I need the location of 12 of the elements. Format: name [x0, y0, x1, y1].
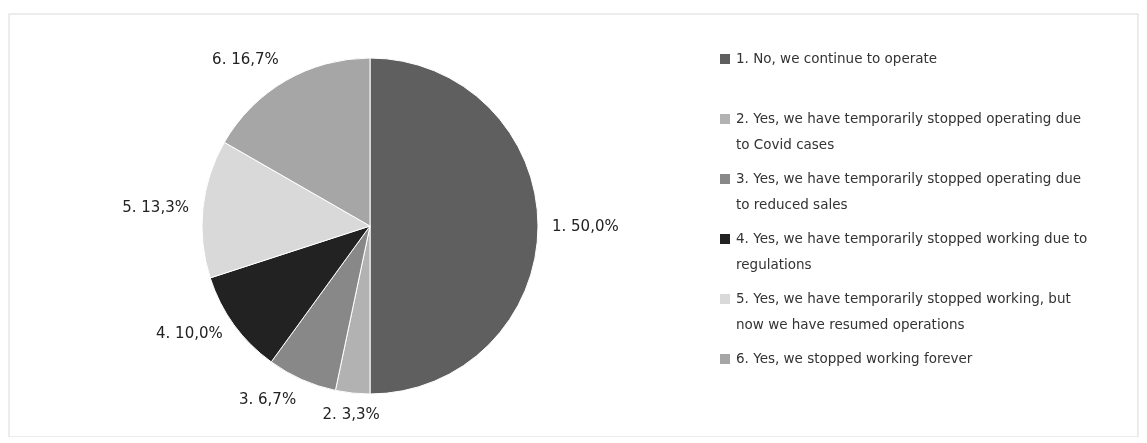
data-label: 3. 6,7%: [238, 390, 297, 409]
data-label: 6. 16,7%: [212, 50, 279, 69]
data-label: 5. 13,3%: [122, 198, 189, 217]
data-label: 4. 10,0%: [156, 323, 223, 342]
legend-label: 5. Yes, we have temporarily stopped working, but now we have resumed operations: [736, 290, 1071, 332]
data-label: 2. 3,3%: [322, 405, 380, 424]
legend-label: 4. Yes, we have temporarily stopped working due to regulations: [736, 230, 1088, 272]
data-label: 1. 50,0%: [552, 217, 619, 235]
legend-label: 1. No, we continue to operate: [736, 50, 938, 66]
legend-label: 2. Yes, we have temporarily stopped operating due to Covid cases: [736, 110, 1082, 152]
legend-label: 6. Yes, we stopped working forever: [736, 350, 973, 366]
legend-label: 3. Yes, we have temporarily stopped operating due to reduced sales: [736, 170, 1082, 212]
